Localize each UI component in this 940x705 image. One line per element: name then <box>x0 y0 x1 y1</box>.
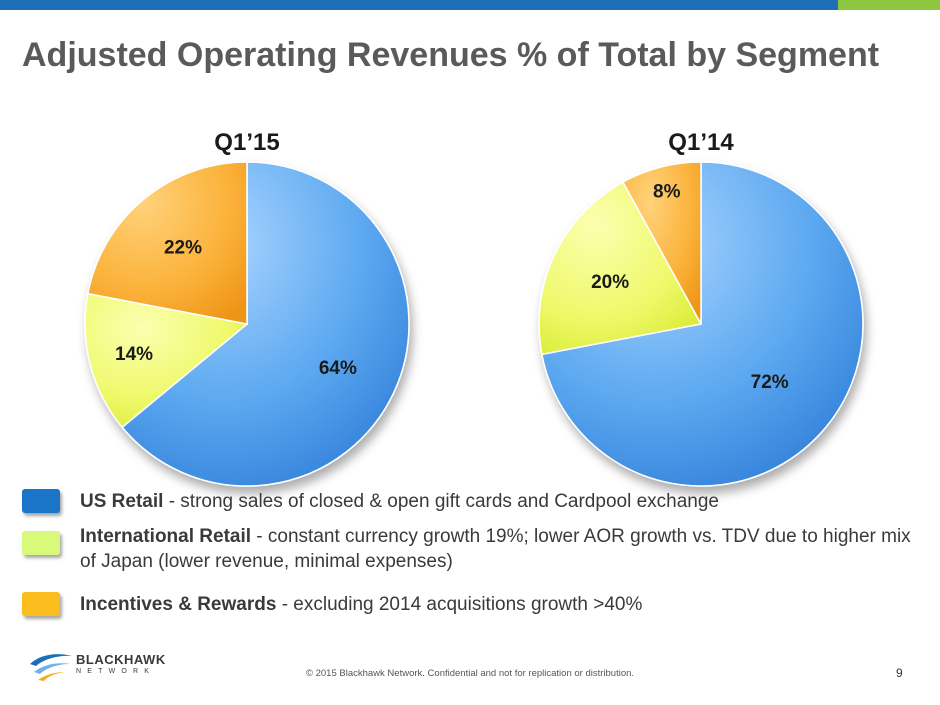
slice-label-us-retail: 72% <box>751 372 789 393</box>
top-accent-bar-green <box>838 0 940 10</box>
top-accent-bar <box>0 0 940 10</box>
pie-slice-us-retail <box>540 161 864 487</box>
pie-slices <box>538 161 864 487</box>
legend-desc-international-retail: - constant currency growth 19%; lower AO… <box>80 526 911 572</box>
slice-label-incentives-rewards: 22% <box>164 238 202 259</box>
slice-label-international-retail: 20% <box>591 272 629 293</box>
legend-name-us-retail: US Retail <box>80 491 164 512</box>
slice-label-international-retail: 14% <box>115 344 153 365</box>
logo-subtext: NETWORK <box>76 668 156 675</box>
pie-slice-international-retail <box>538 181 703 356</box>
pie-charts: Q1’15 64% 14% 22% Q1’14 72% 20% 8% <box>84 129 864 487</box>
legend-desc-us-retail: - strong sales of closed & open gift car… <box>163 491 719 512</box>
pie-slice-incentives-rewards <box>86 161 248 325</box>
company-logo: BLACKHAWK NETWORK <box>28 648 178 688</box>
slide-title: Adjusted Operating Revenues % of Total b… <box>22 36 880 74</box>
page-number: 9 <box>896 666 903 680</box>
pie-slice-us-retail <box>121 161 410 487</box>
legend-name-international-retail: International Retail <box>80 526 252 547</box>
logo-swoosh-icon <box>30 654 72 681</box>
legend-name-incentives-rewards: Incentives & Rewards <box>80 594 277 615</box>
legend-swatch-international-retail <box>22 531 60 555</box>
legend-swatch-incentives-rewards <box>22 592 60 616</box>
pie-slices <box>84 161 410 487</box>
pie-title: Q1’15 <box>214 129 279 156</box>
slice-label-incentives-rewards: 8% <box>653 182 681 203</box>
pie-q1-15: Q1’15 64% 14% 22% <box>84 129 410 487</box>
pie-q1-14: Q1’14 72% 20% 8% <box>538 129 864 487</box>
top-accent-bar-blue <box>0 0 838 10</box>
footer-copyright: © 2015 Blackhawk Network. Confidential a… <box>305 668 635 679</box>
pie-title: Q1’14 <box>668 129 734 156</box>
pie-slice-incentives-rewards <box>621 161 702 325</box>
slice-label-us-retail: 64% <box>319 358 357 379</box>
legend-desc-incentives-rewards: - excluding 2014 acquisitions growth >40… <box>276 594 643 615</box>
pie-slice-international-retail <box>84 292 249 429</box>
legend-swatch-us-retail <box>22 489 60 513</box>
logo-wordmark: BLACKHAWK <box>76 652 166 667</box>
